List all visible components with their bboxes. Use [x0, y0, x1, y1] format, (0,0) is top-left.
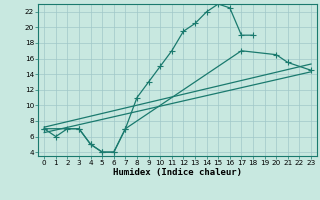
X-axis label: Humidex (Indice chaleur): Humidex (Indice chaleur)	[113, 168, 242, 177]
